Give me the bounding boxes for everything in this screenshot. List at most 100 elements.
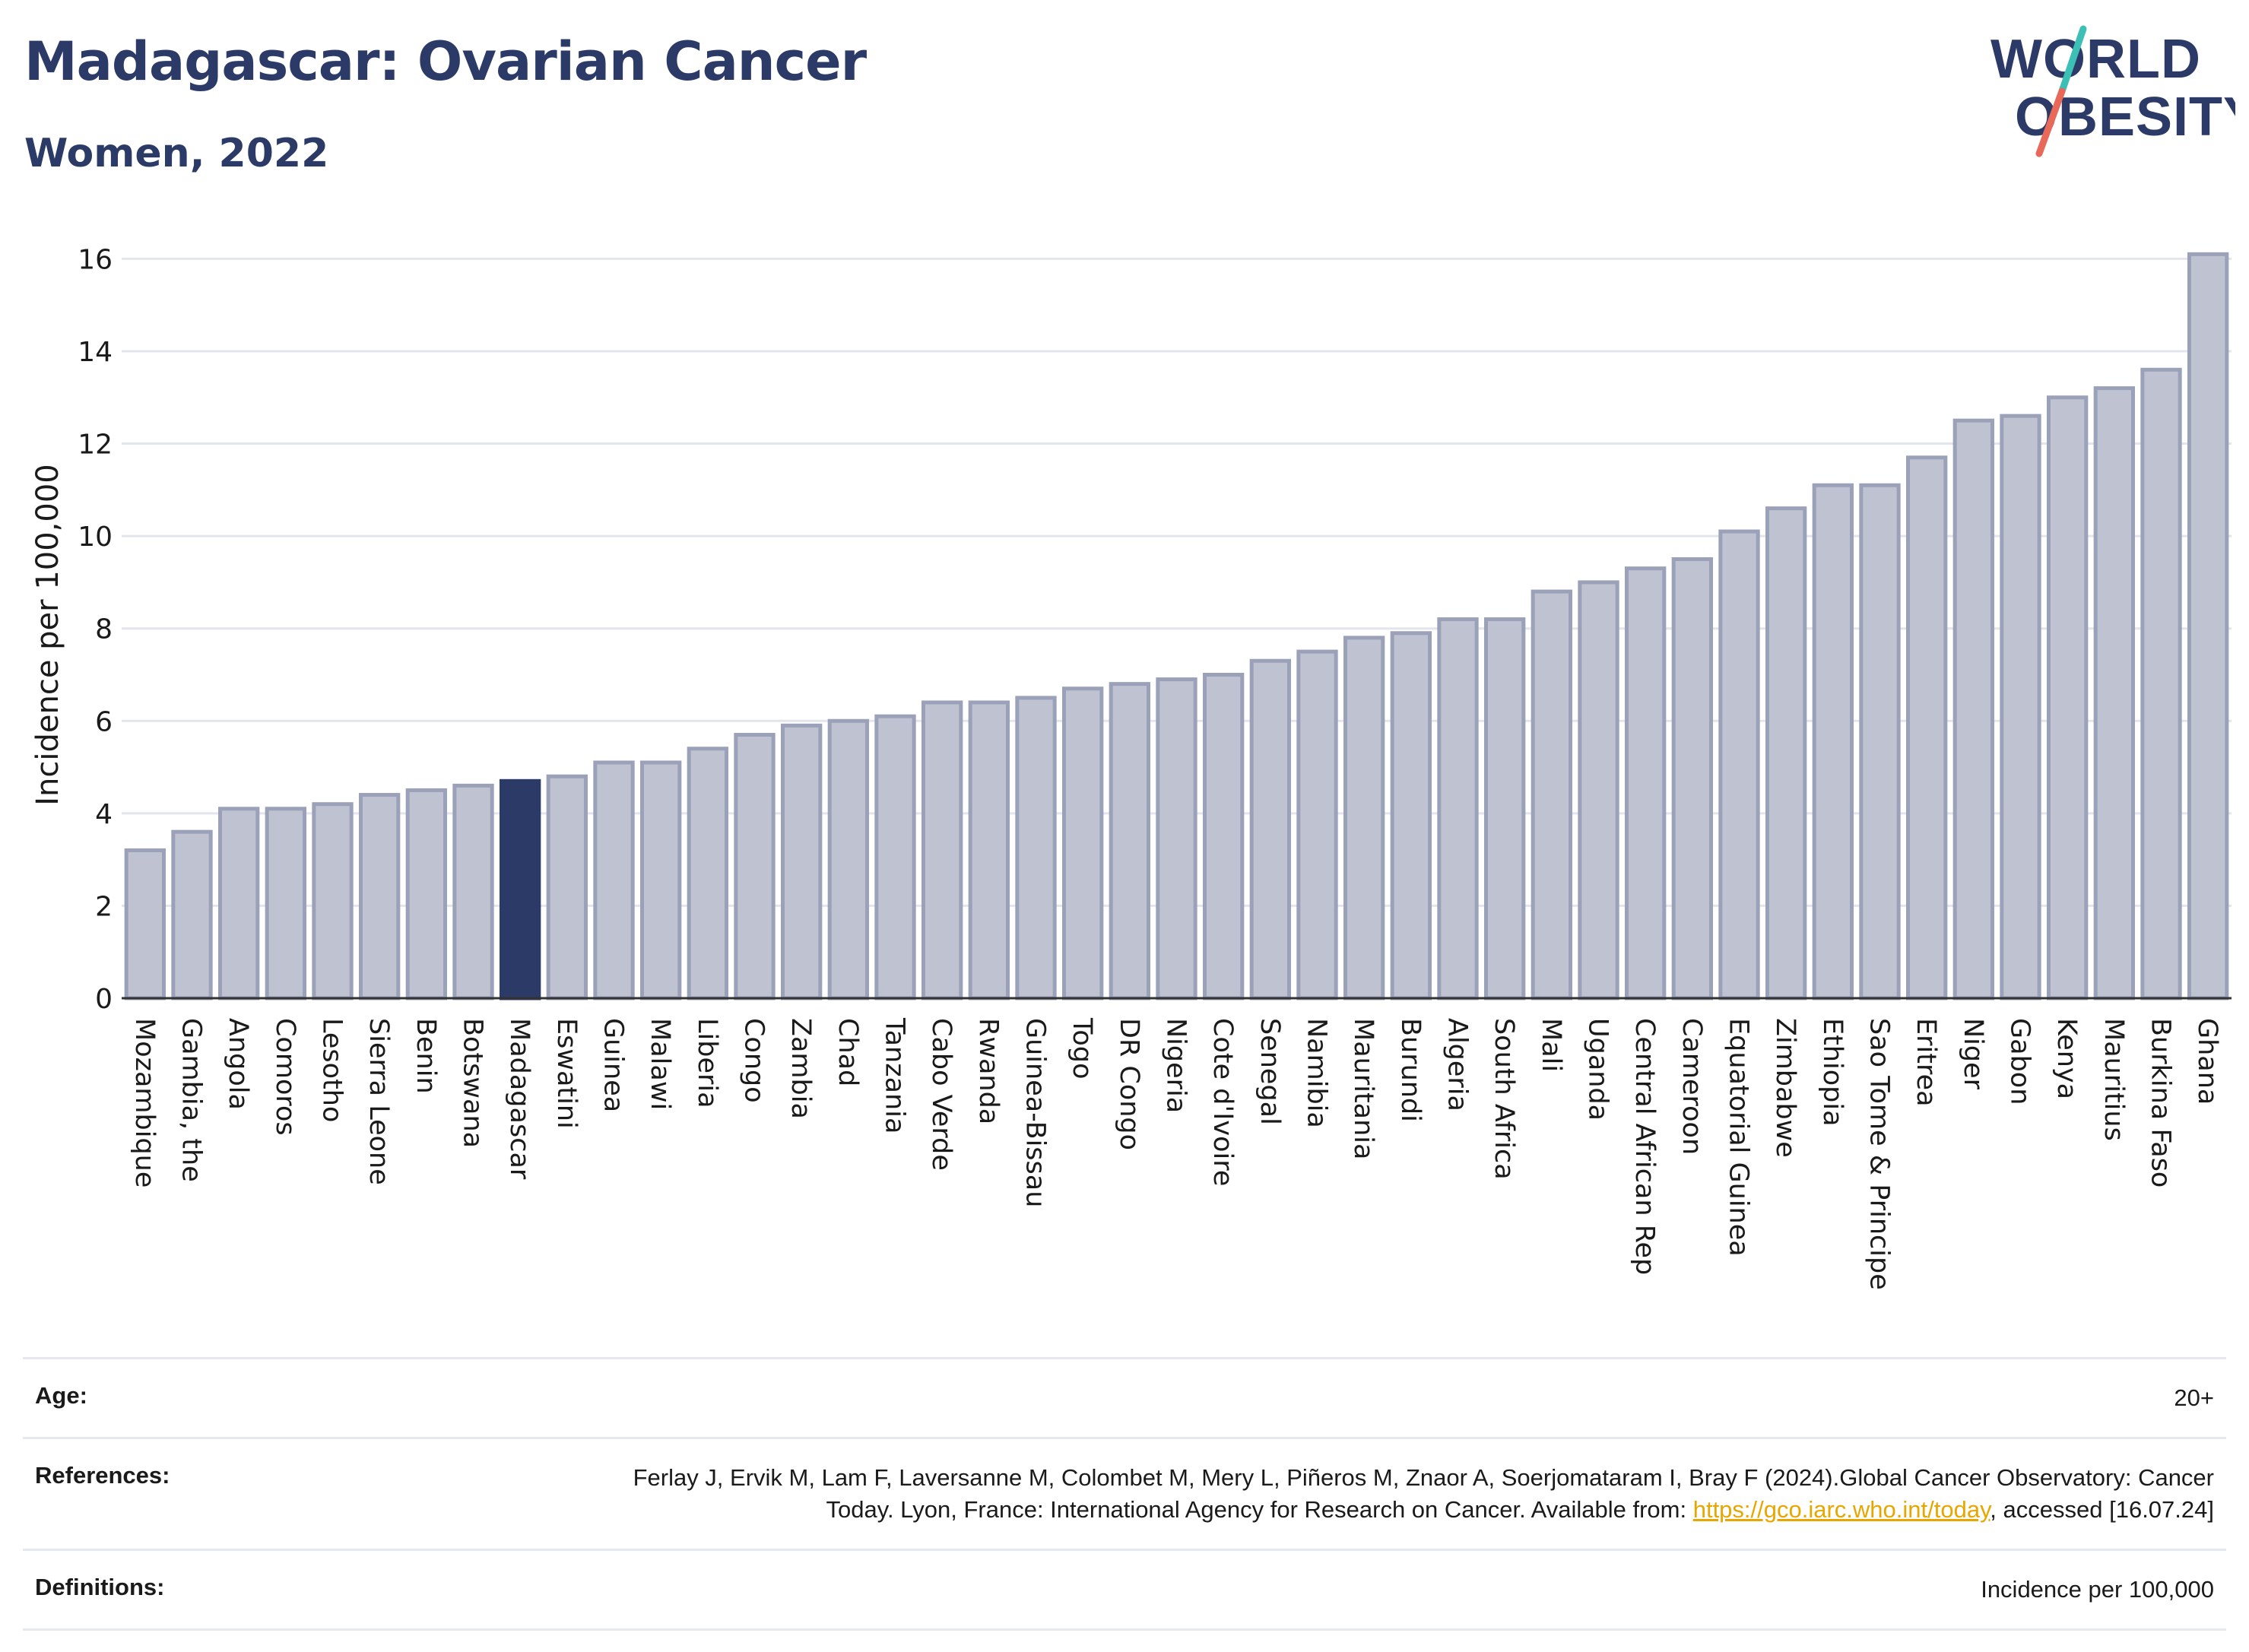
bar-gabon[interactable] [2000,414,2041,1000]
bar-mozambique[interactable] [124,848,167,1000]
x-tick-label: Guinea-Bissau [1020,1018,1051,1207]
bar-south-africa[interactable] [1484,617,1526,1000]
y-tick-label: 16 [78,244,113,275]
bar-senegal[interactable] [1249,658,1291,1000]
bar-kenya[interactable] [2047,395,2089,1000]
x-tick-label: Malawi [645,1018,675,1110]
x-tick-label: Madagascar [504,1018,534,1180]
bar-angola[interactable] [218,807,260,1000]
bar-zimbabwe[interactable] [1765,506,1807,1000]
x-tick-label: DR Congo [1114,1018,1144,1150]
bar-zambia[interactable] [781,723,823,1000]
bar-eritrea[interactable] [1906,455,1948,1000]
y-tick-label: 2 [95,891,113,922]
bar-mauritius[interactable] [2093,386,2136,1000]
bar-equatorial-guinea[interactable] [1718,529,1760,1000]
logo-slash-top [2058,25,2087,95]
bar-mali[interactable] [1531,589,1572,1000]
bar-ghana[interactable] [2187,252,2229,1000]
x-tick-label: Botswana [458,1018,488,1148]
age-label: Age: [35,1382,87,1409]
x-tick-label: Namibia [1302,1018,1332,1128]
age-value: 20+ [2174,1384,2214,1411]
label-layer: Mozambique Gambia, the Angola Comoros Lesoth… [129,1017,2222,1290]
bar-malawi[interactable] [640,760,682,1000]
bar-nigeria[interactable] [1156,677,1197,1000]
bar-burkina-faso[interactable] [2140,367,2182,1000]
x-tick-label: Ghana [2192,1018,2222,1105]
bar-guinea-bissau[interactable] [1015,696,1057,1000]
bar-liberia[interactable] [687,747,729,1000]
x-tick-label: Benin [411,1018,441,1094]
bar-cote-d-ivoire[interactable] [1203,672,1245,1000]
bar-lesotho[interactable] [312,802,354,1000]
references-tail: , accessed [16.07.24] [1990,1496,2214,1523]
x-tick-label: Senegal [1255,1018,1285,1125]
bar-central-african-rep[interactable] [1625,566,1667,1000]
bar-dr-congo[interactable] [1109,682,1150,1000]
x-tick-label: Algeria [1442,1018,1473,1111]
x-tick-label: Lesotho [317,1018,347,1122]
bar-benin[interactable] [405,788,448,1000]
chart-title: Madagascar: Ovarian Cancer [24,30,867,93]
y-tick-label: 14 [78,337,113,368]
footer-table: Age: 20+ References: Ferlay J, Ervik M, … [23,1357,2226,1631]
y-axis-title: Incidence per 100,000 [30,464,65,806]
x-tick-label: Guinea [598,1018,629,1112]
bar-niger[interactable] [1952,418,1995,1000]
bar-chad[interactable] [827,718,869,1000]
x-tick-label: South Africa [1489,1018,1519,1180]
bar-chart: 0 2 4 6 8 10 12 14 16 Mozambique Gambia, the Angol… [30,244,2232,1290]
x-tick-label: Mauritania [1348,1018,1378,1159]
x-tick-label: Zimbabwe [1770,1018,1800,1158]
x-tick-label: Kenya [2051,1018,2082,1099]
definitions-value: Incidence per 100,000 [1981,1576,2214,1603]
x-tick-label: Mauritius [2098,1018,2129,1141]
bar-ethiopia[interactable] [1812,483,1854,1000]
bar-namibia[interactable] [1296,649,1338,1000]
bar-burundi[interactable] [1390,631,1432,1000]
references-link[interactable]: https://gco.iarc.who.int/today [1692,1496,1990,1523]
bar-algeria[interactable] [1437,617,1479,1000]
bar-botswana[interactable] [452,783,494,1000]
x-tick-label: Cameroon [1676,1018,1707,1155]
bar-cameroon[interactable] [1671,557,1714,1000]
x-tick-label: Sao Tome & Principe [1864,1018,1895,1290]
bar-cabo-verde[interactable] [921,700,963,1000]
bar-eswatini[interactable] [546,774,588,1000]
x-tick-label: Comoros [270,1018,300,1136]
bar-guinea[interactable] [593,760,635,1000]
x-tick-label: Eswatini [551,1018,582,1129]
bar-madagascar[interactable] [500,778,541,1000]
x-tick-label: Cote d'Ivoire [1207,1018,1238,1186]
y-tick-label: 4 [95,799,113,830]
footer-row-references: References: Ferlay J, Ervik M, Lam F, La… [23,1437,2226,1549]
bar-gambia-the[interactable] [171,829,213,1000]
bar-togo[interactable] [1062,686,1104,1000]
bar-sao-tome-principe[interactable] [1859,483,1901,1000]
y-tick-label: 12 [78,430,113,461]
bar-comoros[interactable] [265,807,306,1000]
bar-uganda[interactable] [1578,580,1619,1000]
bar-sierra-leone[interactable] [359,793,401,1000]
x-tick-label: Ethiopia [1817,1018,1848,1127]
x-tick-label: Eritrea [1911,1018,1941,1107]
x-tick-label: Chad [833,1018,863,1086]
x-tick-label: Equatorial Guinea [1724,1018,1754,1257]
y-tick-label: 8 [95,614,113,645]
footer-row-age: Age: 20+ [23,1357,2226,1437]
bar-tanzania[interactable] [874,714,916,1000]
x-tick-label: Congo [739,1018,769,1103]
references-label: References: [35,1462,170,1489]
bar-mauritania[interactable] [1343,636,1385,1000]
bar-layer [124,252,2229,1000]
references-value: Ferlay J, Ervik M, Lam F, Laversanne M, … [617,1462,2214,1526]
bar-rwanda[interactable] [968,700,1010,1000]
references-text: Ferlay J, Ervik M, Lam F, Laversanne M, … [633,1464,2214,1523]
x-tick-label: Liberia [692,1018,722,1108]
y-tick-label: 0 [95,984,113,1015]
x-tick-label: Sierra Leone [363,1018,394,1185]
bar-congo[interactable] [734,733,776,1000]
x-tick-label: Angola [223,1018,253,1110]
x-tick-label: Central African Rep [1629,1018,1660,1275]
